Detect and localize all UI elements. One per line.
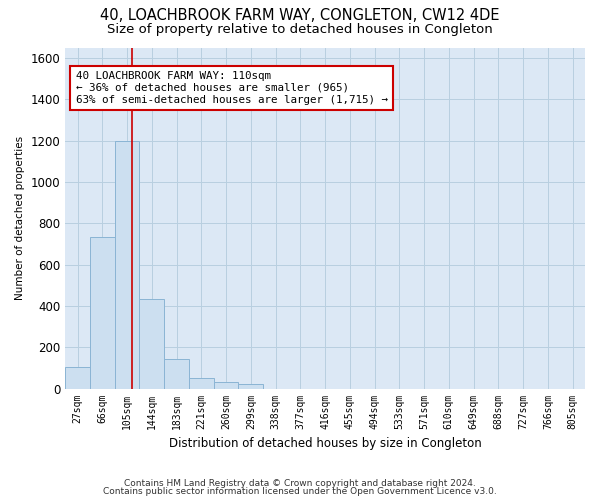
Bar — [238, 384, 263, 388]
Bar — [189, 378, 214, 388]
Bar — [164, 358, 189, 388]
Bar — [115, 140, 139, 388]
Text: Contains HM Land Registry data © Crown copyright and database right 2024.: Contains HM Land Registry data © Crown c… — [124, 478, 476, 488]
Bar — [214, 382, 238, 388]
Bar — [90, 236, 115, 388]
Bar — [65, 367, 90, 388]
Text: Contains public sector information licensed under the Open Government Licence v3: Contains public sector information licen… — [103, 487, 497, 496]
X-axis label: Distribution of detached houses by size in Congleton: Distribution of detached houses by size … — [169, 437, 481, 450]
Y-axis label: Number of detached properties: Number of detached properties — [15, 136, 25, 300]
Text: Size of property relative to detached houses in Congleton: Size of property relative to detached ho… — [107, 22, 493, 36]
Text: 40, LOACHBROOK FARM WAY, CONGLETON, CW12 4DE: 40, LOACHBROOK FARM WAY, CONGLETON, CW12… — [100, 8, 500, 22]
Bar — [139, 298, 164, 388]
Text: 40 LOACHBROOK FARM WAY: 110sqm
← 36% of detached houses are smaller (965)
63% of: 40 LOACHBROOK FARM WAY: 110sqm ← 36% of … — [76, 72, 388, 104]
